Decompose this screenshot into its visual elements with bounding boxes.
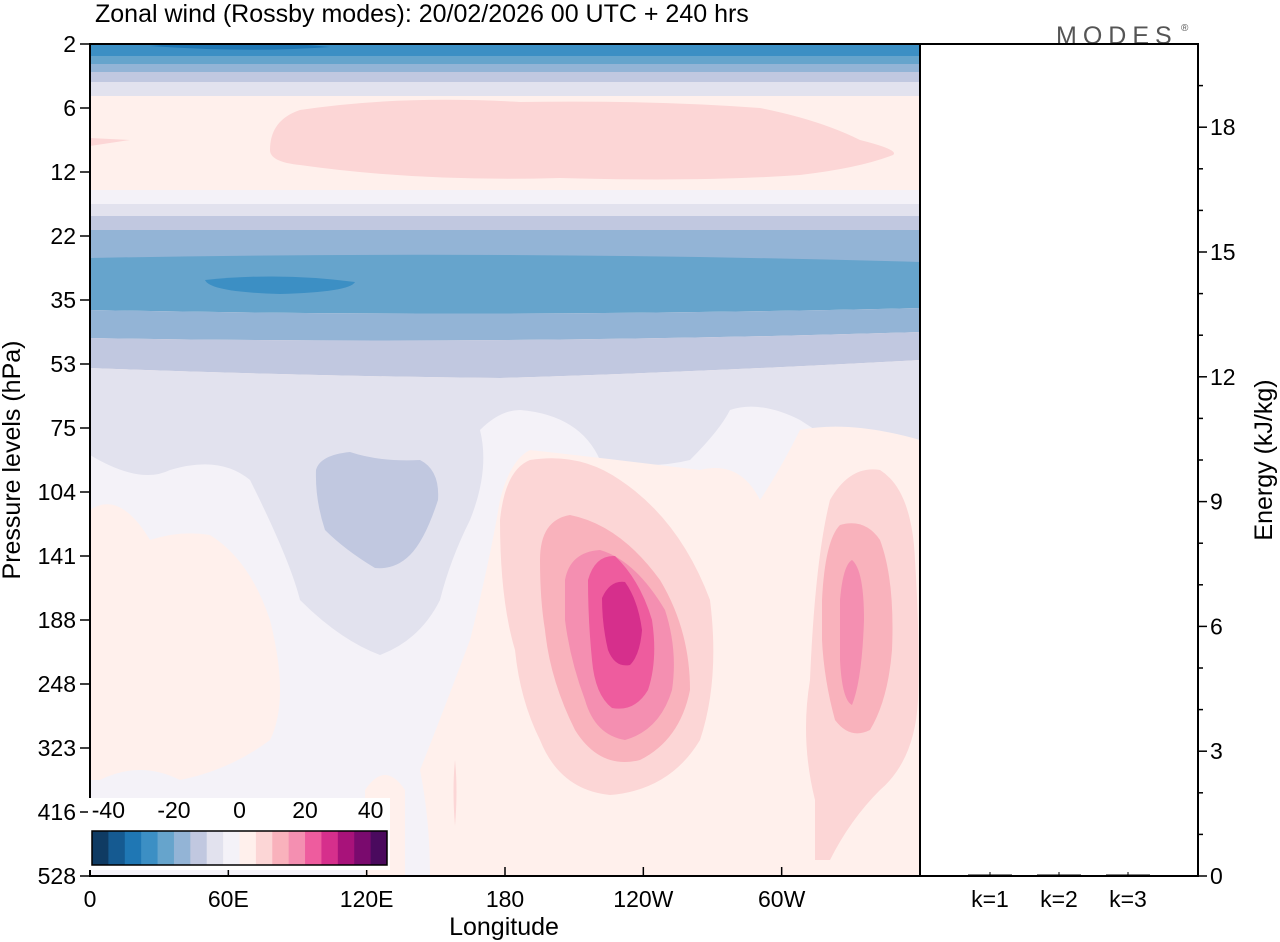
easterly-band [90, 216, 920, 230]
y-tick-label: 248 [38, 671, 76, 697]
colorbar-swatch [354, 831, 372, 865]
easterly-jet-top-core [150, 44, 330, 50]
easterly-band [90, 332, 920, 378]
weak-westerly-region [90, 504, 280, 780]
easterly-band [90, 56, 920, 64]
y-tick-label: 188 [38, 607, 76, 633]
x-tick-label: 60W [758, 886, 806, 912]
colorbar-swatch [272, 831, 290, 865]
x-tick-label: 0 [84, 886, 97, 912]
y-axis-label: Pressure levels (hPa) [0, 341, 26, 580]
y-tick-label: 528 [38, 863, 76, 889]
colorbar-swatch [255, 831, 273, 865]
energy-category-label: k=2 [1040, 886, 1078, 912]
energy-category-label: k=1 [971, 886, 1009, 912]
energy-tick-label: 0 [1210, 863, 1223, 889]
colorbar-swatch [190, 831, 208, 865]
colorbar-tick-label: 20 [292, 797, 318, 823]
easterly-jet-core [205, 276, 355, 294]
x-axis-ticks: 0 60E 120E 180 120W 60W [84, 867, 806, 912]
y-tick-label: 323 [38, 735, 76, 761]
y-tick-label: 2 [63, 31, 76, 57]
easterly-band [90, 72, 920, 82]
colorbar-swatch [92, 831, 109, 865]
y-tick-label: 22 [50, 223, 76, 249]
colorbar-swatch [108, 831, 126, 865]
transition-band [90, 190, 920, 204]
energy-axis-ticks: 0 3 6 9 12 15 18 [1198, 84, 1236, 889]
x-tick-label: 60E [208, 886, 249, 912]
y-tick-label: 35 [50, 287, 76, 313]
energy-tick-label: 12 [1210, 364, 1236, 390]
colorbar-tick-label: 0 [233, 797, 246, 823]
westerly-streak [453, 760, 457, 826]
colorbar-swatch [321, 831, 339, 865]
x-tick-label: 120W [613, 886, 673, 912]
colorbar-swatch [223, 831, 240, 865]
y-tick-label: 12 [50, 159, 76, 185]
x-tick-label: 180 [486, 886, 524, 912]
energy-tick-label: 3 [1210, 738, 1223, 764]
energy-tick-label: 6 [1210, 613, 1223, 639]
energy-category-label: k=3 [1109, 886, 1147, 912]
colorbar-swatch [337, 831, 355, 865]
easterly-band [90, 64, 920, 72]
x-tick-label: 120E [340, 886, 394, 912]
y-tick-label: 75 [50, 415, 76, 441]
easterly-jet-band [90, 254, 920, 314]
y-tick-label: 104 [38, 479, 77, 505]
easterly-band [90, 308, 920, 341]
energy-tick-label: 9 [1210, 489, 1223, 515]
y-tick-label: 141 [38, 543, 76, 569]
colorbar: -40 -20 0 20 40 [88, 797, 390, 870]
colorbar-tick-label: -20 [157, 797, 190, 823]
colorbar-swatch [141, 831, 159, 865]
colorbar-tick-label: -40 [92, 797, 125, 823]
zonal-wind-contour-plot [90, 44, 920, 876]
easterly-band [90, 230, 920, 244]
energy-tick-label: 15 [1210, 239, 1236, 265]
colorbar-swatch [288, 831, 306, 865]
easterly-band [90, 204, 920, 216]
y-tick-label: 6 [63, 95, 76, 121]
y-tick-label: 53 [50, 351, 76, 377]
energy-axis-label: Energy (kJ/kg) [1250, 379, 1278, 540]
colorbar-swatch [239, 831, 257, 865]
colorbar-swatch [157, 831, 175, 865]
y-axis-ticks: 2 6 12 22 35 53 75 104 141 188 248 323 416 528 [38, 31, 90, 889]
colorbar-swatch [370, 831, 388, 865]
westerly-core-east-inner [840, 560, 864, 705]
colorbar-tick-label: 40 [358, 797, 384, 823]
colorbar-swatch [173, 831, 191, 865]
westerly-patch [90, 138, 130, 146]
brand-logo: MODES [1056, 22, 1178, 50]
easterly-band [90, 82, 920, 96]
westerly-maximum [602, 581, 642, 666]
energy-bars: k=1 k=2 k=3 [968, 872, 1150, 912]
y-tick-label: 416 [38, 799, 76, 825]
westerly-region-upper [270, 99, 895, 180]
colorbar-swatch [124, 831, 142, 865]
colorbar-frame [91, 830, 388, 866]
brand-registered-mark: ® [1181, 23, 1189, 34]
colorbar-swatch [305, 831, 322, 865]
x-axis-label: Longitude [449, 913, 559, 941]
chart-title: Zonal wind (Rossby modes): 20/02/2026 00… [95, 0, 749, 28]
energy-frame [919, 43, 1199, 877]
easterly-pocket [315, 452, 439, 569]
colorbar-swatch [206, 831, 224, 865]
energy-tick-label: 18 [1210, 114, 1236, 140]
